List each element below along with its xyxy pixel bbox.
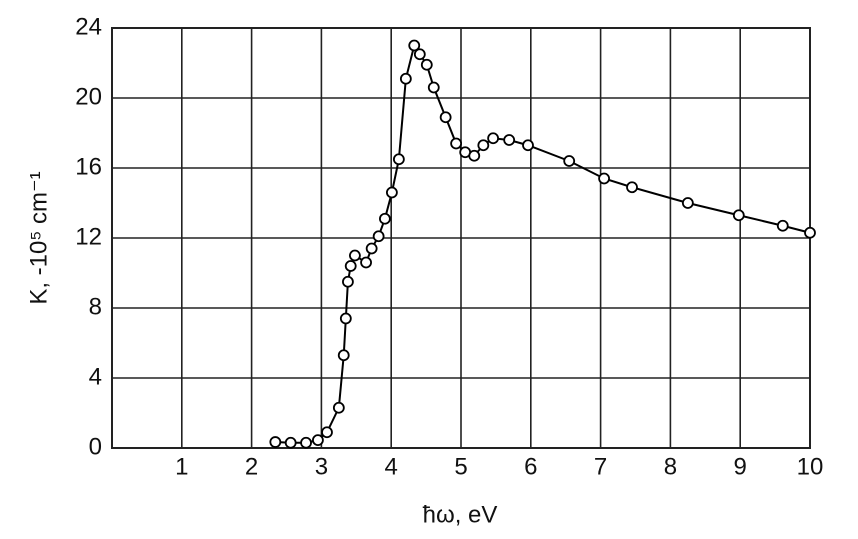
x-axis-label: ħω, eV xyxy=(423,501,498,528)
data-point xyxy=(399,72,412,85)
data-point xyxy=(522,139,534,152)
data-point xyxy=(372,230,385,243)
data-point xyxy=(503,134,516,146)
x-tick-label: 3 xyxy=(315,453,328,480)
data-point xyxy=(312,434,324,447)
data-point xyxy=(626,181,638,194)
y-tick-label: 0 xyxy=(89,433,102,460)
data-point xyxy=(349,249,361,262)
data-point xyxy=(360,256,372,269)
data-point xyxy=(321,426,333,439)
x-tick-label: 1 xyxy=(175,453,188,480)
data-point xyxy=(339,312,352,325)
data-point xyxy=(427,81,440,94)
data-point xyxy=(420,58,433,71)
data-point xyxy=(487,132,500,145)
data-point xyxy=(563,155,576,167)
data-point xyxy=(379,212,391,225)
data-point xyxy=(332,401,345,414)
x-tick-label: 6 xyxy=(524,453,537,480)
y-tick-label: 12 xyxy=(75,223,102,250)
x-tick-label: 5 xyxy=(454,453,467,480)
data-point xyxy=(776,219,789,232)
data-point xyxy=(385,186,398,199)
x-tick-label: 8 xyxy=(664,453,677,480)
y-tick-label: 20 xyxy=(75,83,102,110)
y-tick-label: 4 xyxy=(89,363,102,390)
data-point xyxy=(300,436,312,449)
data-point xyxy=(337,349,350,362)
data-point xyxy=(439,111,452,124)
data-point xyxy=(450,137,463,150)
data-line xyxy=(275,43,811,444)
data-point xyxy=(804,226,816,239)
y-axis-label: K, -10⁵ cm⁻¹ xyxy=(25,171,52,304)
data-point xyxy=(344,260,357,272)
x-tick-label: 7 xyxy=(594,453,607,480)
data-point xyxy=(681,197,694,209)
data-point xyxy=(468,149,481,162)
x-tick-label: 9 xyxy=(734,453,747,480)
data-point xyxy=(284,436,297,449)
data-point xyxy=(269,436,282,448)
data-point xyxy=(365,242,378,255)
y-tick-label: 16 xyxy=(75,153,102,180)
data-point xyxy=(413,48,426,61)
y-tick-label: 24 xyxy=(75,13,102,40)
x-tick-label: 10 xyxy=(797,453,824,480)
y-tick-label: 8 xyxy=(89,293,102,320)
x-tick-label: 4 xyxy=(385,453,398,480)
data-point xyxy=(408,39,421,52)
x-tick-label: 2 xyxy=(245,453,258,480)
data-point xyxy=(342,275,354,288)
data-point xyxy=(732,209,745,222)
data-point xyxy=(598,172,610,185)
data-point xyxy=(477,139,490,152)
data-point xyxy=(392,153,405,166)
